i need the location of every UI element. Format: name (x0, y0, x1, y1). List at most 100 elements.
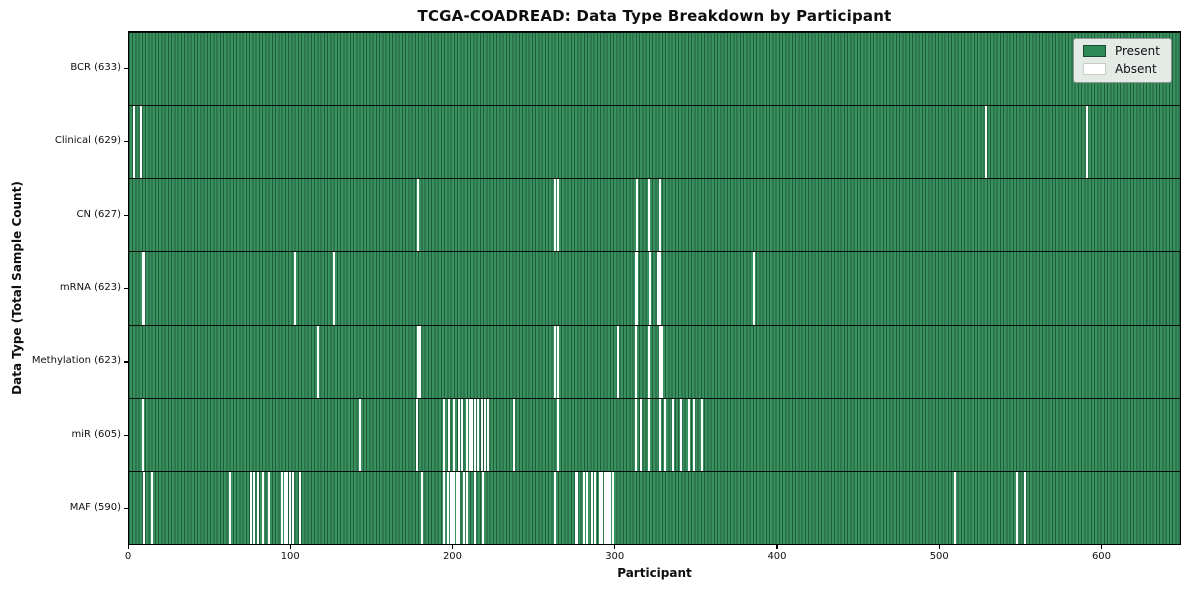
absent-stripe (332, 252, 335, 325)
absent-stripe (418, 325, 421, 398)
absent-stripe (285, 471, 288, 544)
data-row-band (129, 32, 1180, 106)
absent-stripe (143, 252, 146, 325)
absent-stripe (634, 325, 637, 398)
x-tick-label: 0 (124, 551, 132, 562)
absent-stripe (268, 471, 271, 544)
absent-stripe (639, 398, 642, 471)
absent-stripe (449, 471, 452, 544)
absent-stripe (466, 471, 469, 544)
data-row-band (129, 105, 1180, 179)
absent-stripe (443, 398, 446, 471)
absent-stripe (456, 471, 459, 544)
absent-stripe (985, 106, 988, 179)
absent-stripe (250, 471, 253, 544)
absent-stripe (451, 471, 454, 544)
absent-stripe (446, 471, 449, 544)
absent-stripe (680, 398, 683, 471)
absent-stripe (453, 398, 456, 471)
plot-area: Present Absent (128, 31, 1181, 545)
data-row-band (129, 397, 1180, 471)
x-tick-mark (776, 545, 778, 549)
absent-stripe (701, 398, 704, 471)
absent-stripe (657, 252, 660, 325)
absent-stripe (457, 471, 460, 544)
absent-stripe (586, 471, 589, 544)
y-tick-label: BCR (633) (70, 61, 121, 73)
absent-stripe (289, 471, 292, 544)
absent-stripe (284, 471, 287, 544)
y-tick-mark (124, 361, 128, 363)
absent-stripe (659, 325, 662, 398)
absent-stripe (660, 325, 663, 398)
legend-entry-present: Present (1082, 44, 1160, 58)
x-tick-label: 100 (280, 551, 300, 562)
y-tick-label: MAF (590) (69, 502, 121, 514)
y-tick-mark (124, 508, 128, 510)
absent-stripe (139, 106, 142, 179)
absent-stripe (1016, 471, 1019, 544)
y-tick-mark (124, 67, 128, 69)
x-tick-label: 500 (929, 551, 949, 562)
absent-stripe (474, 398, 477, 471)
absent-stripe (1085, 106, 1088, 179)
absent-stripe (599, 471, 602, 544)
x-tick-mark (127, 545, 129, 549)
absent-stripe (607, 471, 610, 544)
absent-stripe (443, 471, 446, 544)
absent-stripe (1024, 471, 1027, 544)
absent-stripe (133, 106, 136, 179)
absent-swatch-icon (1082, 63, 1106, 75)
y-tick-mark (124, 141, 128, 143)
absent-stripe (603, 471, 606, 544)
absent-stripe (634, 398, 637, 471)
absent-stripe (292, 471, 295, 544)
absent-stripe (151, 471, 154, 544)
absent-stripe (513, 398, 516, 471)
absent-stripe (453, 471, 456, 544)
absent-stripe (594, 471, 597, 544)
absent-stripe (590, 471, 593, 544)
x-tick-label: 600 (1091, 551, 1112, 562)
absent-stripe (466, 398, 469, 471)
chart-title: TCGA-COADREAD: Data Type Breakdown by Pa… (417, 7, 892, 25)
absent-stripe (605, 471, 608, 544)
absent-stripe (477, 398, 480, 471)
absent-stripe (659, 252, 662, 325)
absent-stripe (649, 252, 652, 325)
x-tick-label: 400 (767, 551, 787, 562)
x-tick-label: 300 (605, 551, 625, 562)
absent-stripe (600, 471, 603, 544)
absent-stripe (634, 252, 637, 325)
y-tick-label: CN (627) (76, 208, 121, 220)
y-tick-label: mRNA (623) (59, 282, 121, 293)
x-tick-mark (1100, 545, 1103, 549)
absent-stripe (298, 471, 301, 544)
absent-stripe (576, 471, 579, 544)
absent-stripe (256, 471, 259, 544)
absent-stripe (753, 252, 756, 325)
legend: Present Absent (1072, 38, 1172, 83)
data-row-band (129, 470, 1180, 544)
absent-stripe (143, 471, 146, 544)
absent-stripe (608, 471, 611, 544)
absent-stripe (417, 325, 420, 398)
y-tick-mark (124, 214, 128, 216)
y-tick-mark (124, 288, 128, 290)
absent-stripe (448, 398, 451, 471)
absent-stripe (261, 471, 264, 544)
absent-stripe (294, 252, 297, 325)
absent-stripe (574, 471, 577, 544)
absent-stripe (253, 471, 256, 544)
absent-stripe (636, 252, 639, 325)
absent-stripe (553, 325, 556, 398)
x-tick-mark (451, 545, 454, 549)
legend-label-present: Present (1114, 44, 1160, 58)
absent-stripe (470, 398, 473, 471)
absent-stripe (482, 471, 485, 544)
absent-stripe (487, 398, 490, 471)
absent-stripe (281, 471, 284, 544)
data-row-band (129, 251, 1180, 325)
absent-stripe (474, 471, 477, 544)
absent-stripe (457, 398, 460, 471)
